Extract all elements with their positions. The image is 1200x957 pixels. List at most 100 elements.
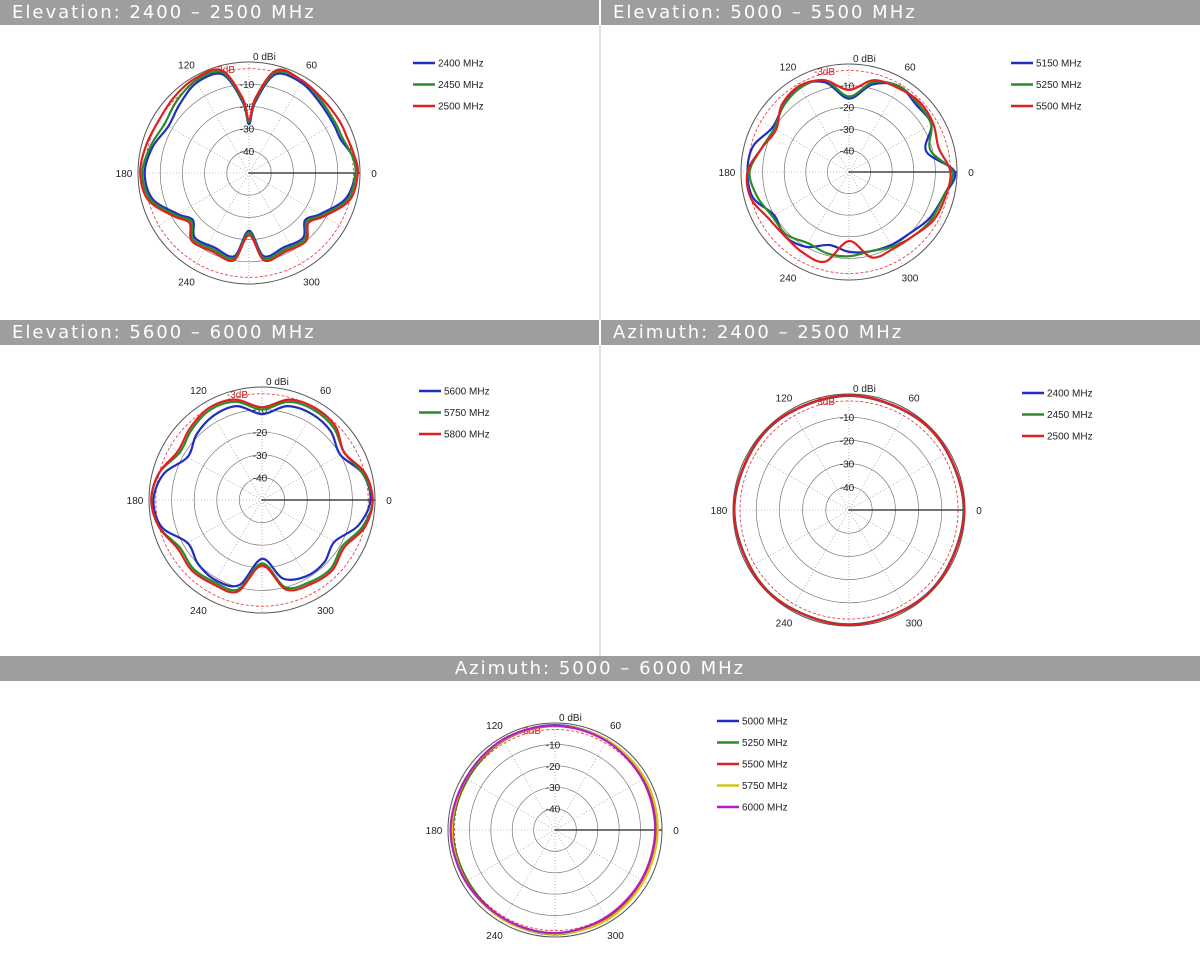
legend-label: 2400 MHz <box>1047 389 1093 400</box>
ref-label: -3dB <box>814 397 835 408</box>
rlabel-unit: 0 dBi <box>266 377 289 388</box>
panel-divider <box>599 25 601 320</box>
series-trace <box>748 78 955 258</box>
series-trace <box>746 80 957 254</box>
grid-spoke <box>261 499 361 557</box>
rtick-label: -20 <box>840 103 855 114</box>
angle-tick-label: 240 <box>776 619 793 630</box>
panel-title-azimuth-5000: Azimuth: 5000 – 6000 MHz <box>0 656 1200 681</box>
rtick-label: -40 <box>253 473 268 484</box>
grid-ring <box>182 106 316 240</box>
grid-spoke <box>848 117 943 173</box>
grid-ring <box>171 409 353 591</box>
grid-ring <box>469 744 641 916</box>
angle-tick-label: 180 <box>127 496 144 507</box>
grid-spoke <box>163 443 263 501</box>
legend-label: 6000 MHz <box>742 803 788 814</box>
angle-tick-label: 120 <box>780 62 797 73</box>
angle-tick-label: 60 <box>908 393 920 404</box>
grid-spoke <box>755 117 850 173</box>
grid-spoke <box>554 829 648 884</box>
rtick-label: -40 <box>840 483 855 494</box>
legend-label: 5750 MHz <box>742 781 788 792</box>
ref-ring-3db <box>739 400 959 620</box>
grid-spoke <box>261 401 319 501</box>
angle-tick-label: 120 <box>776 393 793 404</box>
ref-label: -3dB <box>214 65 235 76</box>
angle-tick-label: 300 <box>906 619 923 630</box>
polar-plot: 0 dBi -3dB -10 -20 -30 -40 0 60 120 180 240 300 2400… <box>116 52 484 288</box>
grid-spoke <box>193 76 250 174</box>
ref-ring-3db <box>747 70 951 274</box>
grid-spoke <box>790 509 850 611</box>
angle-tick-label: 180 <box>719 168 736 179</box>
panel-divider <box>599 345 601 656</box>
series-trace <box>139 68 360 263</box>
rtick-label: -10 <box>546 740 561 751</box>
grid-spoke <box>554 737 609 831</box>
series-trace <box>451 723 658 935</box>
angle-tick-label: 180 <box>711 506 728 517</box>
grid-ring <box>159 83 339 263</box>
grid-spoke <box>748 451 850 511</box>
grid-ring <box>204 128 294 218</box>
grid-ring <box>148 386 376 614</box>
legend-label: 5750 MHz <box>444 408 490 419</box>
angle-tick-label: 0 <box>673 826 679 837</box>
angle-tick-label: 240 <box>486 931 503 942</box>
grid-ring <box>226 150 272 196</box>
series-trace <box>450 724 659 935</box>
rtick-label: -40 <box>840 146 855 157</box>
grid-ring <box>802 463 896 557</box>
grid-spoke <box>848 409 908 511</box>
angle-tick-label: 0 <box>386 496 392 507</box>
rtick-label: -30 <box>840 460 855 471</box>
legend-label: 5500 MHz <box>1036 102 1082 113</box>
ref-ring-3db <box>144 68 354 278</box>
grid-spoke <box>248 117 346 174</box>
polar-plot: 0 dBi -3dB -10 -20 -30 -40 0 60 120 180 240 300 5000… <box>426 713 788 942</box>
grid-ring <box>805 128 893 216</box>
grid-spoke <box>501 737 556 831</box>
rlabel-unit: 0 dBi <box>559 713 582 724</box>
rtick-label: -30 <box>253 451 268 462</box>
grid-spoke <box>193 172 250 270</box>
grid-ring <box>239 477 285 523</box>
panel-title-elevation-5600: Elevation: 5600 – 6000 MHz <box>0 320 599 345</box>
series-trace <box>449 724 657 935</box>
angle-tick-label: 60 <box>610 721 622 732</box>
polar-plot: 0 dBi -3dB -10 -20 -30 -40 0 60 120 180 240 300 5600… <box>127 377 490 617</box>
grid-spoke <box>248 172 305 270</box>
angle-tick-label: 240 <box>190 606 207 617</box>
grid-spoke <box>163 499 263 557</box>
grid-spoke <box>248 172 346 229</box>
grid-ring <box>783 106 915 238</box>
series-trace <box>450 724 659 936</box>
grid-ring <box>825 486 873 534</box>
panel-title-elevation-2400: Elevation: 2400 – 2500 MHz <box>0 0 599 25</box>
legend-label: 5500 MHz <box>742 760 788 771</box>
angle-tick-label: 120 <box>486 721 503 732</box>
series-trace <box>150 400 374 592</box>
grid-spoke <box>261 443 361 501</box>
grid-ring <box>447 722 663 938</box>
grid-spoke <box>205 499 263 599</box>
grid-ring <box>755 416 943 604</box>
grid-ring <box>732 393 966 627</box>
rtick-label: -10 <box>840 82 855 93</box>
grid-ring <box>511 786 599 874</box>
grid-spoke <box>205 401 263 501</box>
grid-spoke <box>462 776 556 831</box>
angle-tick-label: 300 <box>303 277 320 288</box>
grid-ring <box>740 63 958 281</box>
angle-tick-label: 180 <box>116 169 133 180</box>
angle-tick-label: 60 <box>320 386 332 397</box>
series-trace <box>733 394 965 626</box>
legend-label: 2450 MHz <box>438 80 484 91</box>
series-trace <box>143 72 357 258</box>
rlabel-unit: 0 dBi <box>853 384 876 395</box>
angle-tick-label: 60 <box>306 61 318 72</box>
ref-ring-3db <box>454 729 656 931</box>
rtick-label: -30 <box>546 783 561 794</box>
grid-spoke <box>755 171 850 227</box>
